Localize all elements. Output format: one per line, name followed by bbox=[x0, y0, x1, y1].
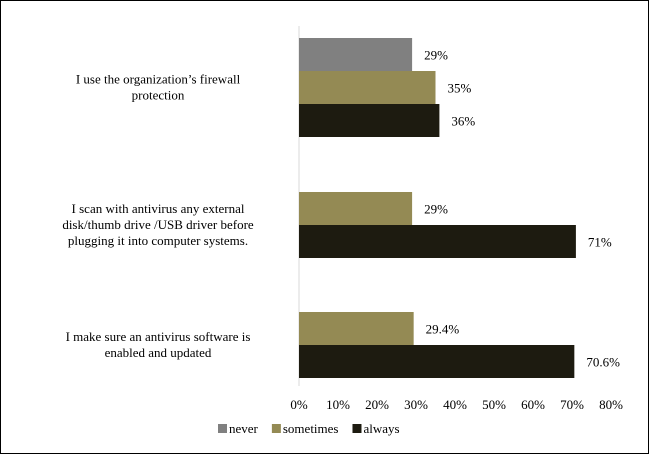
bar-sometimes-1 bbox=[299, 71, 436, 104]
category-label-1-line-1: I use the organization’s firewall bbox=[76, 72, 241, 87]
legend-swatch-never bbox=[218, 424, 227, 433]
x-tick-label: 0% bbox=[290, 397, 308, 412]
x-tick-label: 70% bbox=[560, 397, 584, 412]
bar-always-3 bbox=[299, 345, 575, 378]
data-label-sometimes-3: 29.4% bbox=[426, 322, 460, 337]
category-label-2-line-1: I scan with antivirus any external bbox=[72, 201, 245, 216]
category-label-3-line-2: enabled and updated bbox=[105, 345, 212, 360]
legend-swatch-always bbox=[352, 424, 362, 433]
bar-always-2 bbox=[299, 225, 576, 258]
bar-sometimes-2 bbox=[299, 192, 413, 225]
x-tick-label: 60% bbox=[521, 397, 545, 412]
x-tick-label: 20% bbox=[365, 397, 389, 412]
legend-swatch-sometimes bbox=[271, 424, 281, 433]
category-label-3-line-1: I make sure an antivirus software is bbox=[66, 329, 251, 344]
legend-label-always: always bbox=[363, 421, 399, 436]
x-tick-label: 10% bbox=[326, 397, 350, 412]
bar-always-1 bbox=[299, 104, 440, 137]
x-tick-label: 80% bbox=[599, 397, 623, 412]
legend-label-sometimes: sometimes bbox=[283, 421, 339, 436]
data-label-always-3: 70.6% bbox=[586, 355, 620, 370]
category-label-2-line-2: disk/thumb drive /USB driver before bbox=[62, 217, 254, 232]
data-label-never-1: 29% bbox=[424, 48, 448, 63]
x-tick-label: 40% bbox=[443, 397, 467, 412]
data-label-sometimes-2: 29% bbox=[424, 202, 448, 217]
data-label-sometimes-1: 35% bbox=[448, 81, 472, 96]
x-tick-label: 50% bbox=[482, 397, 506, 412]
data-label-always-2: 71% bbox=[588, 235, 612, 250]
bar-never-1 bbox=[299, 38, 413, 71]
x-tick-label: 30% bbox=[404, 397, 428, 412]
bar-sometimes-3 bbox=[299, 312, 414, 345]
category-label-1-line-2: protection bbox=[132, 88, 185, 103]
data-label-always-1: 36% bbox=[451, 114, 475, 129]
category-label-2-line-3: plugging it into computer systems. bbox=[68, 233, 248, 248]
legend-label-never: never bbox=[229, 421, 259, 436]
